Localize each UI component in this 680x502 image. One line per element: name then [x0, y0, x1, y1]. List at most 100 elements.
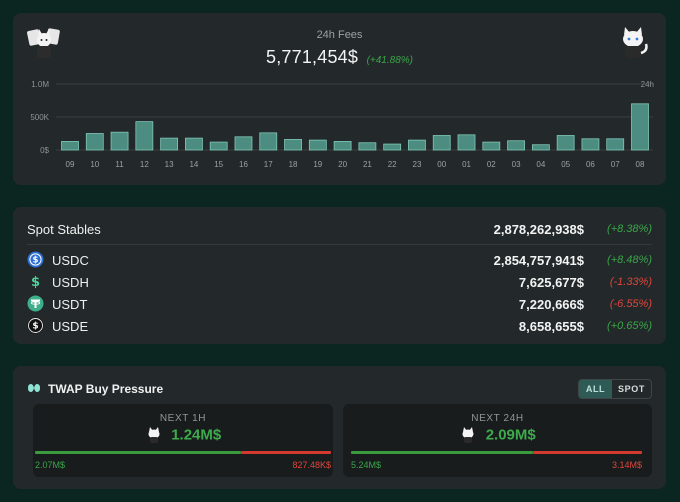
bar [110, 131, 129, 151]
x-tick-label: 14 [189, 160, 198, 169]
panel-value-row: 1.24M$ [33, 426, 333, 444]
x-tick-label: 21 [363, 160, 372, 169]
x-tick-label: 00 [437, 160, 446, 169]
x-tick-label: 17 [264, 160, 273, 169]
stable-row-usdh: $ USDH 7,625,677$ (-1.33%) [27, 273, 652, 293]
x-tick-label: 22 [388, 160, 397, 169]
stable-value: 2,854,757,941$ [493, 253, 584, 268]
fees-change: (+41.88%) [366, 55, 413, 66]
x-tick-label: 04 [536, 160, 545, 169]
bar [308, 139, 327, 151]
x-tick-label: 20 [338, 160, 347, 169]
bar [209, 141, 228, 151]
usde-coin-icon: $ [27, 317, 44, 334]
sell-bar [241, 451, 331, 454]
fees-bar-chart: 0$ 500K 1.0M 24h 09 10 11 12 13 14 15 16 17 18 19 20 21 2… [30, 80, 654, 169]
stable-change: (-1.33%) [609, 276, 652, 288]
bar [234, 136, 253, 151]
stable-change: (+8.48%) [607, 254, 652, 266]
svg-text:$: $ [32, 322, 38, 332]
fees-title: 24h Fees [316, 29, 363, 41]
x-tick-label: 05 [561, 160, 570, 169]
x-tick-label: 09 [66, 160, 75, 169]
cat-icon [623, 27, 648, 58]
stable-change: (-6.55%) [609, 298, 652, 310]
stable-value: 7,625,677$ [518, 275, 584, 290]
stables-total: 2,878,262,938$ [493, 222, 584, 237]
buy-bar [351, 451, 533, 454]
panel-value: 2.09M$ [485, 426, 536, 444]
x-tick-label: 16 [239, 160, 248, 169]
x-tick-label: 10 [90, 160, 99, 169]
bar [358, 142, 377, 151]
usdh-coin-icon: $ [31, 275, 40, 290]
stables-total-change: (+8.38%) [607, 223, 652, 235]
x-tick-label: 15 [214, 160, 223, 169]
x-tick-label: 03 [512, 160, 521, 169]
panel-label: NEXT 24H [471, 413, 524, 424]
bar [185, 137, 203, 151]
x-tick-label: 23 [413, 160, 422, 169]
stable-value: 8,658,655$ [518, 319, 584, 334]
bar [259, 132, 278, 151]
bar [408, 139, 426, 151]
svg-text:$: $ [31, 275, 40, 290]
hyperliquid-logo-icon [28, 384, 40, 392]
y-tick-label: 0$ [40, 146, 49, 155]
stable-value: 7,220,666$ [518, 297, 584, 312]
bar [85, 133, 104, 151]
bar [507, 140, 525, 151]
cat-icon [462, 427, 474, 443]
panel-label: NEXT 1H [159, 413, 207, 424]
stable-name: USDC [52, 253, 89, 268]
usdc-coin-icon: $ [27, 251, 44, 268]
bar [482, 141, 501, 151]
bar [61, 141, 79, 151]
stable-row-usde: $ USDE 8,658,655$ (+0.65%) [27, 317, 652, 337]
bar [556, 135, 575, 151]
bar [531, 144, 550, 151]
x-tick-label: 02 [487, 160, 496, 169]
x-tick-label: 06 [586, 160, 595, 169]
buy-amount: 2.07M$ [35, 460, 66, 470]
cat-group-icon [27, 28, 60, 58]
twap-toggle: ALL SPOT [578, 379, 652, 399]
x-tick-label: 07 [611, 160, 620, 169]
x-tick-label: 12 [140, 160, 149, 169]
x-tick-label: 11 [115, 160, 124, 169]
chart-corner-label: 24h [641, 80, 654, 89]
stable-row-usdt: USDT 7,220,666$ (-6.55%) [27, 295, 652, 315]
bar [160, 137, 179, 151]
stables-label: Spot Stables [27, 222, 101, 237]
fees-amount-row: 5,771,454$ (+41.88%) [13, 47, 666, 68]
bar [284, 139, 302, 151]
bar [383, 143, 402, 151]
x-tick-label: 18 [289, 160, 298, 169]
sell-amount: 827.48K$ [292, 460, 331, 470]
bar [631, 103, 649, 151]
twap-panel-24h: NEXT 24H 2.09M$ 5.24M$ 3.14M$ [343, 404, 652, 477]
x-tick-label: 08 [636, 160, 645, 169]
buy-bar [35, 451, 241, 454]
sell-amount: 3.14M$ [611, 460, 642, 470]
fees-amount: 5,771,454$ [266, 47, 359, 67]
panel-value-row: 2.09M$ [343, 426, 652, 444]
stable-change: (+0.65%) [607, 320, 652, 332]
y-tick-label: 1.0M [31, 80, 49, 89]
sell-bar [533, 451, 642, 454]
bar [333, 141, 352, 151]
toggle-spot-button[interactable]: SPOT [618, 384, 645, 394]
twap-panel-1h: NEXT 1H 1.24M$ 2.07M$ 827.48K$ [33, 404, 333, 477]
twap-card: TWAP Buy Pressure ALL SPOT NEXT 1H 1.24M… [13, 366, 666, 489]
panel-value: 1.24M$ [171, 426, 222, 444]
stable-name: USDE [52, 319, 89, 334]
y-tick-label: 500K [30, 113, 49, 122]
stables-total-row: Spot Stables 2,878,262,938$ (+8.38%) [27, 219, 652, 239]
x-tick-label: 13 [165, 160, 174, 169]
x-tick-label: 01 [462, 160, 471, 169]
stable-name: USDH [52, 275, 89, 290]
bar [135, 121, 154, 151]
svg-text:$: $ [33, 256, 39, 266]
bar [581, 138, 600, 151]
toggle-all-button[interactable]: ALL [579, 380, 612, 398]
